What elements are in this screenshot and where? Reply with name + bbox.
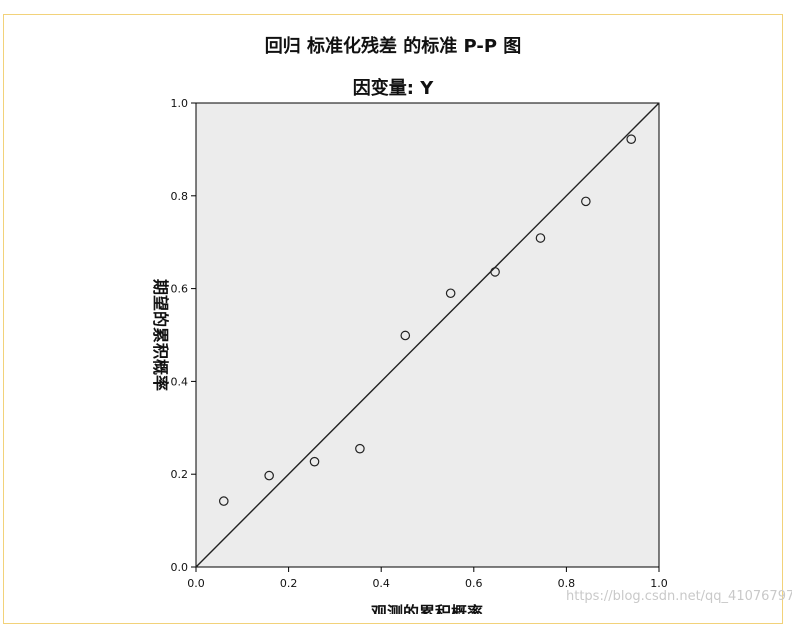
- y-axis: 0.0 0.2 0.4 0.6 0.8 1.0: [171, 97, 196, 574]
- data-point: [355, 443, 365, 454]
- x-tick-label: 0.4: [372, 577, 390, 590]
- x-axis-title: 观测的累积概率: [371, 603, 483, 614]
- x-axis: 0.0 0.2 0.4 0.6 0.8 1.0: [187, 567, 668, 590]
- y-tick-label: 1.0: [171, 97, 189, 110]
- x-tick-label: 0.2: [280, 577, 298, 590]
- data-points: [218, 134, 637, 506]
- y-tick-label: 0.0: [171, 561, 189, 574]
- y-tick-label: 0.8: [171, 190, 189, 203]
- data-point: [490, 267, 500, 277]
- data-point: [581, 196, 591, 207]
- x-tick-label: 0.8: [558, 577, 576, 590]
- y-tick-label: 0.2: [171, 468, 189, 481]
- data-point: [400, 330, 411, 341]
- y-tick-label: 0.6: [171, 283, 189, 296]
- y-tick-label: 0.4: [171, 375, 189, 388]
- x-tick-label: 0.0: [187, 577, 205, 590]
- watermark: https://blog.csdn.net/qq_41076797: [566, 589, 792, 604]
- reference-line: [195, 102, 660, 568]
- data-point: [626, 134, 637, 144]
- y-axis-title: 期望的累积概率: [151, 279, 170, 391]
- chart-title: 回归 标准化残差 的标准 P-P 图: [265, 35, 522, 57]
- data-point: [218, 496, 229, 506]
- x-tick-label: 0.6: [465, 577, 483, 590]
- data-point: [445, 288, 456, 299]
- data-point: [535, 233, 546, 243]
- x-tick-label: 1.0: [650, 577, 668, 590]
- data-point: [309, 456, 320, 467]
- data-point: [264, 470, 274, 481]
- chart-subtitle: 因变量: Y: [353, 77, 434, 99]
